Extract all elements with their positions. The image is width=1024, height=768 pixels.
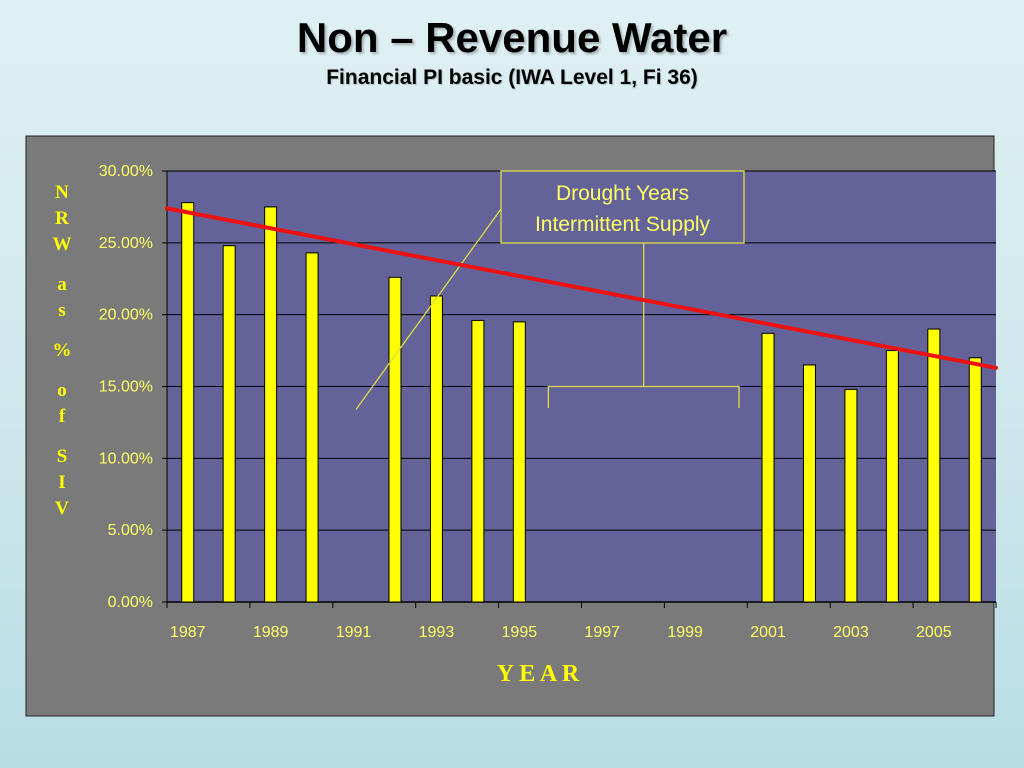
y-tick-label: 15.00%	[99, 379, 153, 396]
bar-2003	[844, 388, 858, 603]
bar-2001	[761, 332, 775, 603]
bar-2002	[802, 364, 816, 603]
y-label-char: N	[55, 182, 69, 203]
x-tick-label: 2005	[916, 624, 952, 641]
x-tick-label: 2001	[750, 624, 786, 641]
callout-text: Drought Years	[556, 182, 689, 205]
bar-2005	[927, 328, 941, 603]
y-label-char: a	[57, 274, 67, 295]
y-label-char: s	[58, 300, 65, 321]
slide-title: Non – Revenue Water	[296, 14, 728, 61]
y-label-char: f	[59, 406, 66, 427]
x-axis-label: Y E A R	[497, 661, 580, 687]
y-tick-label: 30.00%	[99, 163, 153, 180]
y-tick-label: 20.00%	[99, 307, 153, 324]
x-tick-label: 1995	[502, 624, 538, 641]
slide-subtitle: Financial PI basic (IWA Level 1, Fi 36)	[326, 66, 698, 89]
callout-pointer	[355, 208, 502, 410]
x-tick-label: 1993	[419, 624, 455, 641]
callout-box	[500, 170, 745, 244]
bar-1992	[388, 276, 402, 603]
trend	[165, 206, 998, 370]
bar-1994	[471, 319, 485, 603]
callout-text: Intermittent Supply	[535, 213, 711, 236]
trend-line	[165, 206, 998, 370]
x-tick-label: 1989	[253, 624, 289, 641]
bar-1989	[264, 206, 278, 603]
y-tick-label: 10.00%	[99, 450, 153, 467]
bar-1990	[305, 252, 319, 603]
x-axis-ticks: 1987 1989 1991 1993 1995 1997 1999 2001 2003 2005	[166, 602, 997, 641]
bar-1988	[222, 245, 236, 603]
y-label-char: o	[57, 380, 67, 401]
y-label-char: I	[58, 472, 65, 493]
x-tick-label: 1999	[667, 624, 703, 641]
y-label-char: V	[55, 498, 69, 519]
y-label-char: R	[55, 208, 69, 229]
x-tick-label: 1987	[170, 624, 206, 641]
bar-1993	[429, 295, 443, 603]
bar-2004	[885, 350, 899, 603]
bars	[181, 202, 982, 603]
y-label-char: %	[53, 340, 72, 361]
y-label-char: S	[57, 446, 68, 467]
x-tick-label: 1991	[336, 624, 372, 641]
bar-2006	[968, 357, 982, 603]
bar-1987	[181, 202, 195, 603]
x-tick-label: 2003	[833, 624, 869, 641]
y-tick-label: 0.00%	[108, 594, 153, 611]
bar-1995	[512, 321, 526, 603]
y-label-char: W	[53, 234, 72, 255]
y-axis-ticks: 0.00% 5.00% 10.00% 15.00% 20.00% 25.00% 30.00%	[99, 163, 153, 611]
annotation: Drought Years Intermittent Supply	[355, 170, 745, 410]
y-tick-label: 25.00%	[99, 235, 153, 252]
x-tick-label: 1997	[584, 624, 620, 641]
y-tick-label: 5.00%	[108, 522, 153, 539]
